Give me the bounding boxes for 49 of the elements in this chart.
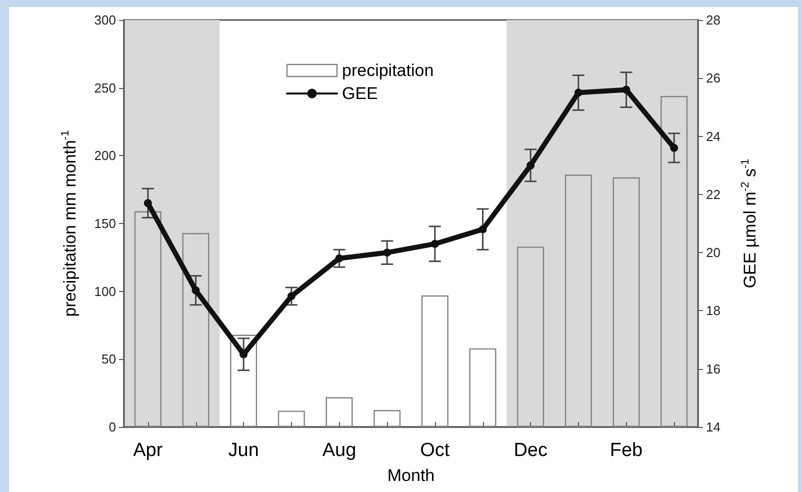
bar (326, 397, 353, 427)
x-tick-label: Dec (514, 440, 548, 461)
point (478, 225, 487, 234)
bar (612, 177, 640, 427)
x-tick-label: Feb (610, 440, 643, 461)
y2-tick-label: 22 (706, 186, 720, 202)
y-tick-label: 150 (94, 216, 116, 231)
point (622, 86, 630, 94)
y2-tick-label: 18 (706, 303, 720, 318)
point (670, 144, 678, 152)
x-tick-label: Aug (322, 440, 356, 461)
point (430, 240, 439, 248)
y-tick-label: 50 (102, 352, 116, 367)
x-tick-label: Jun (228, 440, 259, 461)
x-tick-label: Oct (420, 440, 450, 461)
point (574, 88, 582, 97)
y2-tick-label: 28 (706, 12, 720, 28)
y-tick-label: 0 (108, 420, 116, 434)
point (383, 248, 392, 257)
bar (564, 174, 592, 427)
bar (660, 96, 688, 427)
point (526, 161, 535, 170)
bar (134, 211, 162, 427)
x-tick-label: Apr (133, 440, 164, 461)
y-tick-label: 250 (94, 80, 116, 96)
legend-label: precipitation (342, 61, 434, 80)
y2-axis-title: GEE µmol m-2 s-1 (740, 158, 760, 288)
y-tick-label: 100 (94, 284, 116, 299)
y-axis-title: precipitation mm month-1 (60, 130, 80, 317)
y2-tick-label: 20 (706, 245, 720, 260)
legend-label: GEE (342, 84, 378, 103)
bar (230, 334, 258, 427)
bar (469, 348, 496, 427)
y2-tick-label: 16 (706, 361, 720, 376)
point (287, 292, 296, 300)
point (144, 199, 152, 208)
bar (421, 295, 448, 427)
point (335, 254, 344, 262)
bar (278, 410, 305, 427)
y2-tick-label: 26 (706, 70, 720, 86)
y2-tick-label: 24 (706, 128, 720, 144)
bar (517, 246, 544, 427)
bar (182, 232, 210, 427)
x-axis-title: Month (387, 466, 435, 485)
y2-tick-label: 14 (706, 420, 720, 434)
y-tick-label: 300 (94, 12, 116, 28)
point (192, 286, 200, 294)
bar (374, 410, 401, 427)
y-tick-label: 200 (94, 148, 116, 164)
